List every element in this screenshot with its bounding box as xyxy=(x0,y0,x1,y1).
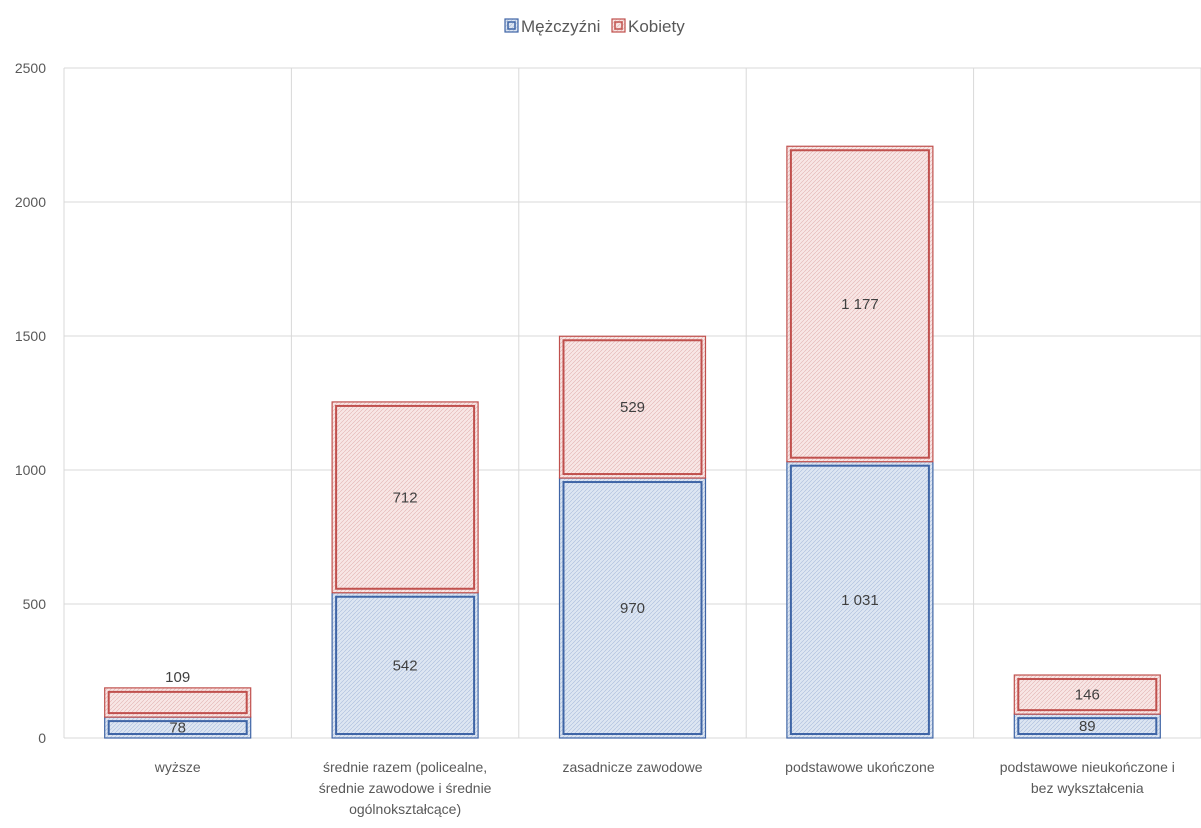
data-label-Mężczyźni-4: 89 xyxy=(1079,718,1096,735)
bar-outer xyxy=(786,461,934,739)
bar-inner xyxy=(335,404,476,590)
bar-outer xyxy=(786,145,934,463)
x-category-label-1-0: średnie razem (policealne, xyxy=(323,759,487,775)
data-label-Mężczyźni-0: 78 xyxy=(169,720,186,737)
bar-outer xyxy=(558,335,707,479)
y-tick-label-1500: 1500 xyxy=(15,328,46,344)
bars: 78 109 542 712 970 529 1 031 1 177 89 146 xyxy=(104,145,1161,739)
legend-item-0: Mężczyźni xyxy=(504,17,600,36)
bar-segment-Kobiety-2: 529 xyxy=(558,335,707,479)
data-label-Kobiety-3: 1 177 xyxy=(841,296,879,313)
bar-outer xyxy=(558,477,707,739)
bar-segment-Mężczyźni-1: 542 xyxy=(331,592,479,739)
bar-segment-Mężczyźni-3: 1 031 xyxy=(786,461,934,739)
bar-inner xyxy=(335,595,476,736)
y-tick-label-0: 0 xyxy=(38,730,46,746)
x-category-label-4-1: bez wykształcenia xyxy=(1031,780,1144,796)
legend-item-1: Kobiety xyxy=(611,17,685,36)
bar-inner xyxy=(562,481,703,736)
legend-label-1: Kobiety xyxy=(628,17,685,36)
x-category-label-1-1: średnie zawodowe i średnie xyxy=(319,780,492,796)
bar-segment-Mężczyźni-2: 970 xyxy=(558,477,707,739)
data-label-Kobiety-1: 712 xyxy=(393,489,418,506)
bar-inner xyxy=(789,149,930,459)
x-category-label-3-0: podstawowe ukończone xyxy=(785,759,935,775)
bar-segment-Kobiety-0: 109 xyxy=(104,669,252,718)
x-category-label-0-0: wyższe xyxy=(154,759,201,775)
data-label-Kobiety-2: 529 xyxy=(620,399,645,416)
bar-outer xyxy=(331,592,479,739)
data-label-Kobiety-4: 146 xyxy=(1075,687,1100,704)
bar-inner xyxy=(107,720,248,736)
legend-swatch-inner xyxy=(614,21,623,30)
y-tick-label-2500: 2500 xyxy=(15,60,46,76)
legend-swatch-inner xyxy=(507,21,516,30)
data-label-Mężczyźni-1: 542 xyxy=(393,657,418,674)
bar-inner xyxy=(789,464,930,735)
legend-label-0: Mężczyźni xyxy=(521,17,600,36)
bar-segment-Kobiety-4: 146 xyxy=(1013,674,1161,715)
y-tick-label-500: 500 xyxy=(23,596,47,612)
bar-segment-Kobiety-3: 1 177 xyxy=(786,145,934,463)
data-label-Mężczyźni-2: 970 xyxy=(620,600,645,617)
x-axis: wyższe średnie razem (policealne, średnie … xyxy=(154,759,1175,817)
bar-inner xyxy=(1017,717,1158,736)
bar-segment-Mężczyźni-4: 89 xyxy=(1013,713,1161,739)
bar-outer xyxy=(331,401,479,594)
legend-swatch-outer xyxy=(504,18,519,33)
y-axis: 0 500 1000 1500 2000 2500 xyxy=(15,60,46,746)
data-label-Mężczyźni-3: 1 031 xyxy=(841,592,879,609)
legend: Mężczyźni Kobiety xyxy=(504,17,685,36)
bar-inner xyxy=(107,690,248,715)
x-category-label-1-2: ogólnokształcące) xyxy=(349,801,461,817)
data-label-Kobiety-0: 109 xyxy=(165,669,190,686)
y-tick-label-2000: 2000 xyxy=(15,194,46,210)
bar-inner xyxy=(1017,678,1158,712)
legend-swatch-outer xyxy=(611,18,626,33)
bar-outer xyxy=(1013,674,1161,715)
gridlines xyxy=(63,67,1201,739)
x-category-label-4-0: podstawowe nieukończone i xyxy=(1000,759,1175,775)
bar-segment-Mężczyźni-0: 78 xyxy=(104,716,252,739)
bar-inner xyxy=(562,339,703,476)
x-category-label-2-0: zasadnicze zawodowe xyxy=(562,759,702,775)
y-tick-label-1000: 1000 xyxy=(15,462,46,478)
bar-segment-Kobiety-1: 712 xyxy=(331,401,479,594)
